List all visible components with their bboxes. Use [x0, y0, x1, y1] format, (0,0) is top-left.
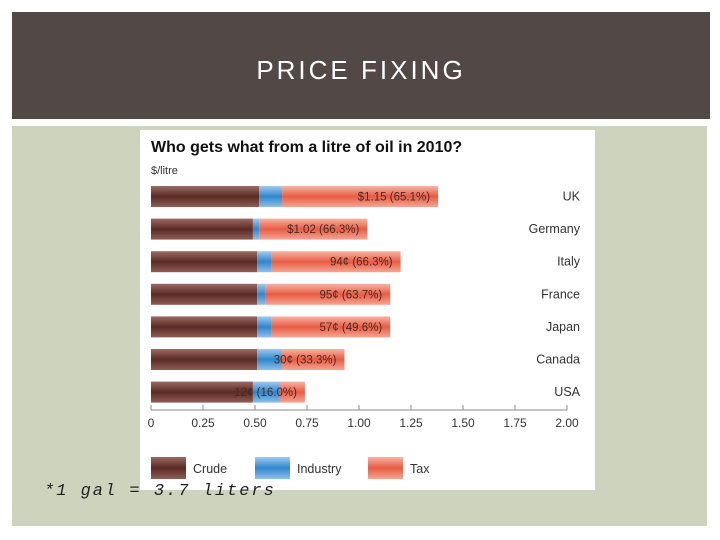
legend-label-industry: Industry	[297, 462, 342, 476]
bar-crude-japan	[151, 316, 258, 338]
data-label-france: 95¢ (63.7%)	[320, 289, 383, 301]
category-label-japan: Japan	[546, 320, 580, 334]
bar-tax-italy	[271, 251, 401, 273]
data-label-germany: $1.02 (66.3%)	[287, 224, 359, 236]
legend-label-crude: Crude	[193, 462, 227, 476]
unit-label: $/litre	[151, 165, 178, 177]
bar-industry-uk	[259, 186, 283, 207]
x-tick-label: 1.75	[503, 416, 527, 430]
bar-industry-japan	[257, 316, 272, 338]
bar-tax-canada	[282, 349, 345, 370]
category-label-usa: USA	[554, 385, 580, 399]
footnote: *1 gal = 3.7 liters	[44, 482, 276, 501]
bar-tax-france	[265, 283, 391, 305]
category-label-canada: Canada	[536, 353, 580, 367]
bar-crude-uk	[151, 186, 260, 207]
legend-swatch-tax	[368, 457, 403, 479]
legend-label-tax: Tax	[410, 462, 430, 476]
x-tick-label: 1.25	[399, 416, 423, 430]
x-tick-label: 2.00	[555, 416, 579, 430]
oil-price-chart: Who gets what from a litre of oil in 201…	[148, 139, 581, 479]
slide-title: PRICE FIXING	[256, 55, 466, 85]
x-tick-label: 0	[148, 416, 155, 430]
title-bar: PRICE FIXING	[12, 12, 710, 119]
data-label-japan: 57¢ (49.6%)	[320, 322, 383, 334]
x-tick-label: 0.50	[243, 416, 267, 430]
category-label-germany: Germany	[529, 222, 581, 236]
bar-tax-japan	[271, 316, 391, 338]
bar-industry-usa	[252, 381, 280, 403]
bar-industry-france	[257, 283, 266, 305]
data-label-canada: 30¢ (33.3%)	[274, 355, 337, 367]
category-label-france: France	[541, 287, 580, 301]
x-tick-label: 0.75	[295, 416, 319, 430]
bar-crude-germany	[151, 218, 253, 240]
data-label-usa: 12¢ (16.0%)	[234, 387, 297, 399]
bar-tax-germany	[259, 218, 368, 240]
legend-swatch-crude	[151, 457, 186, 479]
x-tick-label: 1.50	[451, 416, 475, 430]
data-label-italy: 94¢ (66.3%)	[330, 257, 393, 269]
chart-title: Who gets what from a litre of oil in 201…	[151, 139, 462, 156]
category-label-italy: Italy	[557, 255, 581, 269]
bar-industry-germany	[252, 218, 260, 240]
bar-crude-canada	[151, 349, 258, 370]
bar-industry-canada	[257, 349, 283, 370]
x-tick-label: 1.00	[347, 416, 371, 430]
bar-crude-usa	[151, 381, 253, 403]
bar-industry-italy	[257, 251, 272, 273]
data-label-uk: $1.15 (65.1%)	[358, 192, 430, 204]
bar-tax-uk	[282, 186, 439, 207]
legend-swatch-industry	[255, 457, 290, 479]
category-label-uk: UK	[563, 190, 581, 204]
bar-crude-france	[151, 283, 258, 305]
x-tick-label: 0.25	[191, 416, 215, 430]
bar-tax-usa	[279, 381, 305, 403]
bar-crude-italy	[151, 251, 258, 273]
